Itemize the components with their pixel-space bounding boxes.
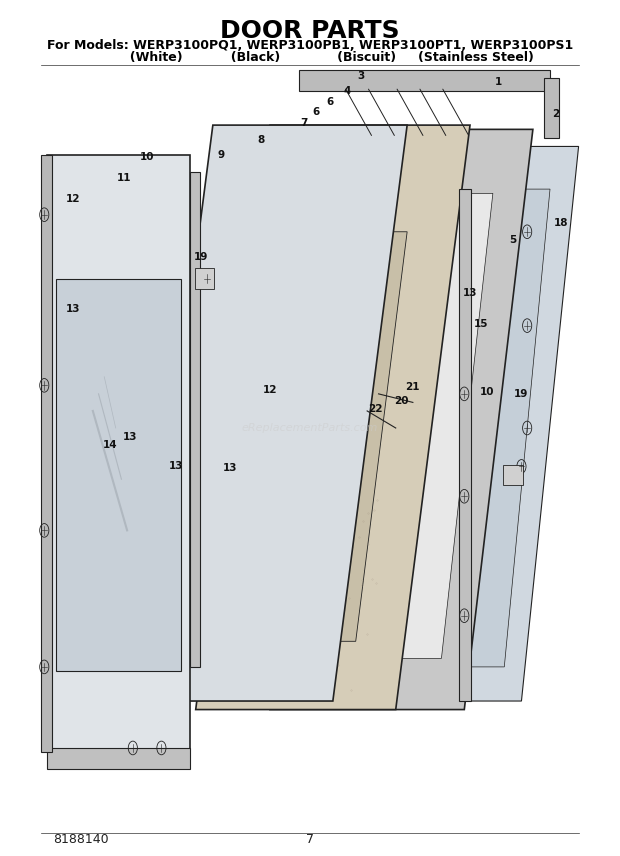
FancyBboxPatch shape (195, 269, 214, 289)
Polygon shape (339, 146, 578, 701)
Polygon shape (356, 189, 550, 667)
FancyBboxPatch shape (459, 189, 471, 701)
Text: 13: 13 (123, 431, 137, 442)
Text: 9: 9 (218, 150, 225, 160)
Text: 3: 3 (358, 71, 365, 81)
FancyBboxPatch shape (56, 279, 182, 671)
Text: 7: 7 (306, 833, 314, 846)
Text: 19: 19 (514, 389, 529, 399)
Text: For Models: WERP3100PQ1, WERP3100PB1, WERP3100PT1, WERP3100PS1: For Models: WERP3100PQ1, WERP3100PB1, WE… (47, 39, 573, 52)
FancyBboxPatch shape (503, 465, 523, 485)
Text: eReplacementParts.com: eReplacementParts.com (242, 423, 378, 433)
Text: 5: 5 (509, 235, 516, 246)
Text: 13: 13 (463, 288, 477, 298)
Text: 2: 2 (552, 109, 559, 119)
Polygon shape (219, 232, 407, 641)
Polygon shape (270, 129, 533, 710)
Text: 11: 11 (117, 173, 131, 183)
Text: 13: 13 (223, 463, 237, 473)
Text: 15: 15 (474, 319, 489, 329)
Text: 21: 21 (405, 382, 420, 392)
Polygon shape (293, 193, 493, 658)
FancyBboxPatch shape (299, 69, 550, 91)
Polygon shape (138, 125, 407, 701)
Text: 20: 20 (394, 395, 409, 406)
Text: DOOR PARTS: DOOR PARTS (220, 19, 400, 44)
Text: 1: 1 (495, 77, 502, 87)
Text: (White)           (Black)             (Biscuit)     (Stainless Steel): (White) (Black) (Biscuit) (Stainless Ste… (86, 51, 534, 64)
Text: 10: 10 (140, 152, 154, 162)
FancyBboxPatch shape (190, 172, 200, 667)
Text: 13: 13 (66, 304, 80, 313)
Text: 13: 13 (169, 461, 183, 472)
Text: 10: 10 (480, 387, 494, 397)
Text: 6: 6 (312, 107, 319, 117)
Text: 8188140: 8188140 (53, 833, 108, 846)
FancyBboxPatch shape (42, 155, 51, 752)
Text: 6: 6 (326, 97, 334, 107)
Text: 4: 4 (343, 86, 351, 96)
Text: 8: 8 (258, 134, 265, 145)
Text: 12: 12 (263, 384, 277, 395)
FancyBboxPatch shape (544, 78, 559, 138)
FancyBboxPatch shape (47, 155, 190, 752)
Text: 22: 22 (368, 404, 383, 414)
FancyBboxPatch shape (47, 748, 190, 770)
Polygon shape (196, 125, 470, 710)
Text: 7: 7 (301, 117, 308, 128)
Text: 14: 14 (103, 440, 117, 450)
Text: 12: 12 (66, 194, 80, 205)
Text: 19: 19 (194, 253, 208, 262)
Text: 18: 18 (554, 218, 569, 229)
